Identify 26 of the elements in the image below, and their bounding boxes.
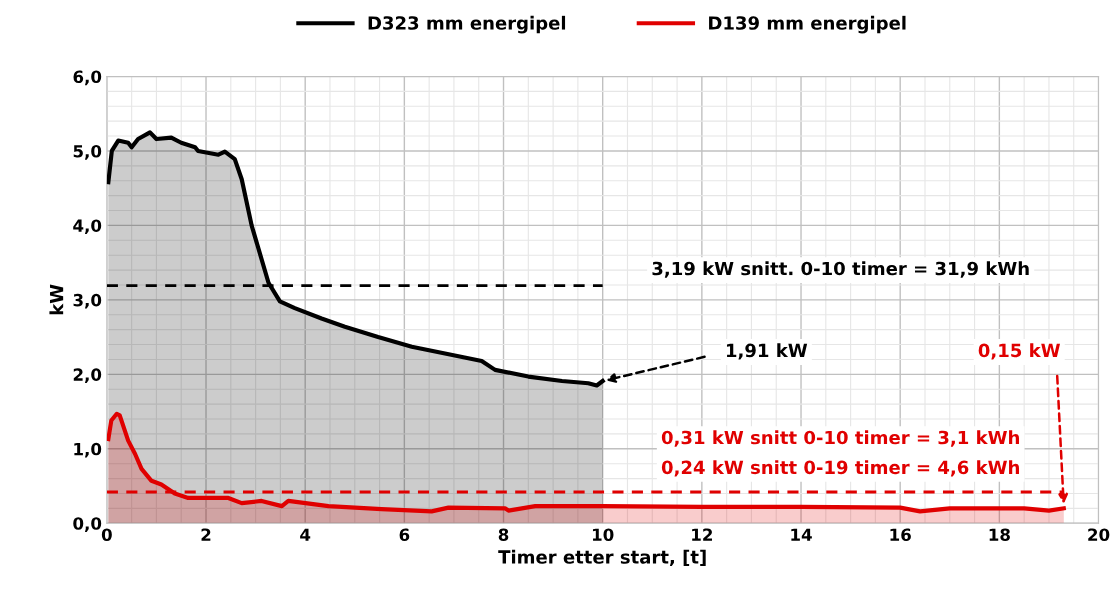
y-tick-label: 1,0: [74, 442, 102, 458]
y-axis-title: kW: [49, 284, 64, 315]
x-tick-label: 2: [201, 528, 211, 541]
x-tick-label: 8: [498, 528, 509, 542]
x-tick-label: 18: [989, 528, 1010, 542]
x-tick-label: 12: [692, 528, 713, 541]
x-tick-label: 4: [300, 528, 311, 541]
legend-label: D323 mm energipel: [368, 15, 566, 34]
y-tick-label: 3,0: [73, 293, 102, 309]
ref-line-label: 3,19 kW snitt. 0-10 timer = 31,9 kWh: [652, 261, 1029, 278]
legend-label: D139 mm energipel: [709, 15, 906, 34]
x-tick-label: 10: [592, 528, 614, 542]
y-tick-label: 0,0: [73, 517, 102, 532]
y-tick-label: 6,0: [73, 70, 102, 86]
ref-line-label: 0,31 kW snitt 0-10 timer = 3,1 kWh 0,24 kW snitt 0-19 timer = 4,6 kWh: [661, 430, 1019, 477]
x-tick-label: 14: [791, 528, 812, 541]
y-tick-label: 5,0: [73, 144, 102, 160]
x-tick-label: 0: [101, 528, 112, 542]
annotation: 1,91 kW: [726, 343, 808, 360]
x-tick-label: 16: [890, 528, 911, 542]
x-tick-label: 20: [1088, 528, 1110, 542]
y-tick-label: 4,0: [73, 219, 102, 235]
y-tick-label: 2,0: [73, 368, 102, 384]
x-axis-title: Timer etter start, [t]: [498, 549, 706, 567]
x-tick-label: 6: [399, 528, 410, 542]
annotation: 0,15 kW: [978, 343, 1061, 360]
